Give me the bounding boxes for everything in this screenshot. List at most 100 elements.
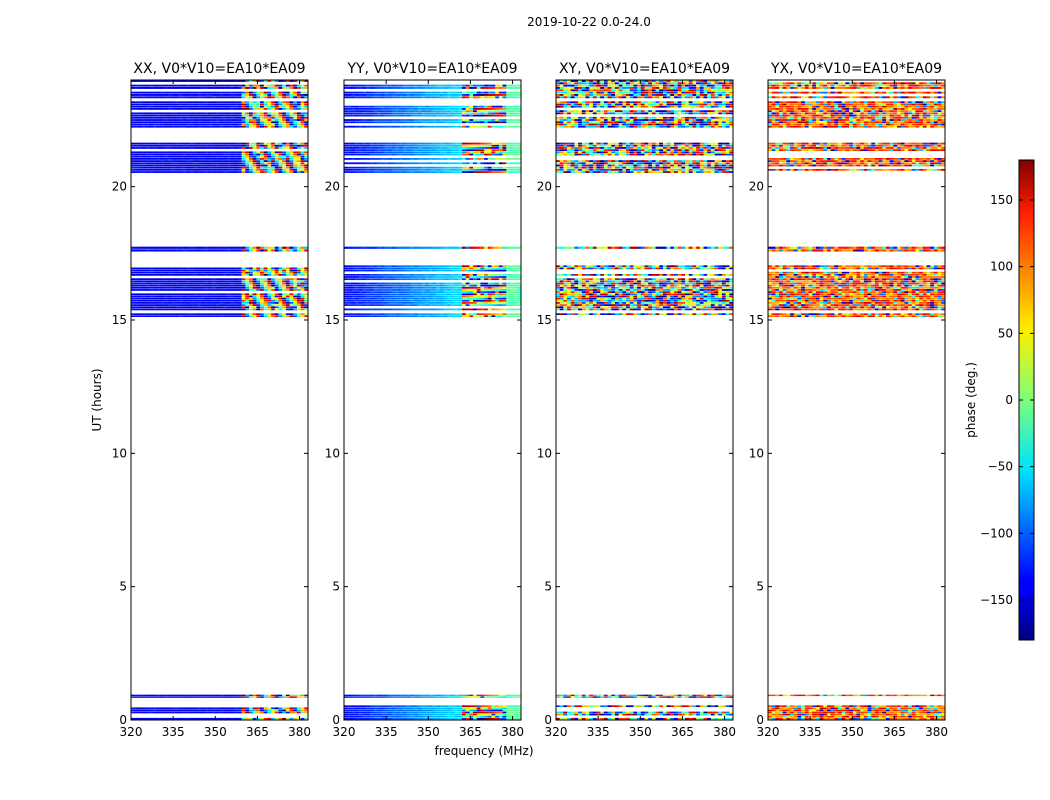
phase-cell	[447, 291, 452, 294]
phase-cell	[300, 299, 305, 302]
phase-cell	[509, 295, 514, 298]
phase-cell	[425, 291, 430, 294]
phase-cell	[388, 291, 393, 294]
phase-cell	[145, 144, 150, 147]
phase-cell	[193, 299, 198, 302]
phase-cell	[175, 297, 180, 300]
phase-cell	[377, 297, 382, 300]
phase-cell	[134, 267, 139, 270]
y-tick-label: 10	[112, 446, 127, 460]
phase-cell	[241, 289, 246, 291]
phase-cell	[256, 87, 261, 89]
phase-cell	[293, 168, 298, 171]
phase-cell	[513, 295, 518, 298]
phase-cell	[145, 295, 150, 298]
phase-cell	[369, 147, 374, 149]
phase-cell	[487, 273, 492, 276]
phase-cell	[443, 166, 448, 169]
phase-cell	[201, 108, 205, 110]
phase-cell	[226, 306, 231, 309]
phase-cell	[167, 158, 172, 160]
phase-cell	[509, 158, 514, 160]
phase-cell	[395, 308, 400, 311]
phase-cell	[480, 705, 485, 708]
phase-cell	[506, 142, 511, 145]
phase-cell	[447, 151, 452, 154]
phase-cell	[182, 87, 187, 89]
phase-cell	[256, 299, 261, 302]
phase-cell	[149, 168, 154, 171]
phase-cell	[421, 171, 426, 173]
phase-cell	[351, 302, 356, 304]
phase-cell	[156, 121, 161, 124]
phase-cell	[204, 153, 209, 156]
phase-cell	[498, 715, 503, 718]
phase-cell	[513, 110, 518, 113]
phase-cell	[249, 105, 253, 108]
phase-cell	[282, 711, 287, 714]
phase-cell	[201, 313, 205, 315]
phase-cell	[260, 164, 264, 167]
phase-cell	[436, 273, 441, 276]
phase-cell	[498, 108, 503, 110]
phase-cell	[443, 142, 448, 145]
phase-cell	[223, 308, 228, 311]
phase-cell	[366, 273, 371, 276]
phase-cell	[304, 105, 309, 108]
phase-cell	[487, 158, 492, 160]
phase-cell	[347, 297, 352, 300]
phase-cell	[208, 151, 213, 154]
phase-cell	[443, 289, 448, 291]
phase-cell	[178, 114, 183, 117]
phase-cell	[252, 80, 257, 82]
phase-cell	[160, 155, 165, 158]
phase-cell	[131, 87, 135, 89]
phase-cell	[285, 273, 290, 276]
phase-cell	[237, 711, 242, 714]
phase-cell	[300, 153, 305, 156]
phase-cell	[271, 101, 276, 104]
phase-cell	[417, 295, 422, 298]
phase-cell	[300, 105, 305, 108]
phase-cell	[289, 166, 294, 169]
phase-cell	[245, 166, 250, 169]
phase-cell	[436, 153, 441, 156]
phase-cell	[480, 246, 485, 249]
phase-cell	[293, 694, 298, 697]
phase-cell	[476, 705, 481, 708]
phase-cell	[219, 153, 224, 156]
phase-cell	[274, 80, 279, 82]
phase-cell	[388, 153, 393, 156]
phase-cell	[443, 302, 448, 304]
phase-cell	[293, 153, 298, 156]
phase-cell	[149, 709, 154, 712]
phase-cell	[164, 155, 169, 158]
phase-cell	[156, 284, 161, 287]
phase-cell	[241, 273, 246, 276]
phase-cell	[473, 269, 477, 272]
phase-cell	[293, 313, 298, 315]
phase-cell	[469, 293, 474, 296]
phase-cell	[156, 125, 161, 128]
phase-cell	[391, 707, 396, 710]
phase-cell	[406, 313, 411, 315]
phase-cell	[249, 306, 253, 309]
phase-cell	[384, 289, 389, 291]
phase-cell	[274, 162, 279, 165]
phase-cell	[428, 246, 433, 249]
phase-cell	[439, 162, 444, 165]
phase-cell	[450, 162, 455, 165]
phase-cell	[513, 304, 518, 306]
phase-cell	[380, 717, 385, 720]
phase-cell	[138, 302, 143, 304]
phase-cell	[300, 304, 305, 306]
phase-cell	[249, 278, 253, 281]
phase-cell	[234, 103, 239, 106]
phase-cell	[263, 96, 268, 99]
phase-cell	[171, 302, 176, 304]
phase-cell	[138, 116, 143, 119]
phase-cell	[289, 284, 294, 287]
phase-cell	[197, 295, 202, 298]
phase-cell	[432, 286, 437, 289]
